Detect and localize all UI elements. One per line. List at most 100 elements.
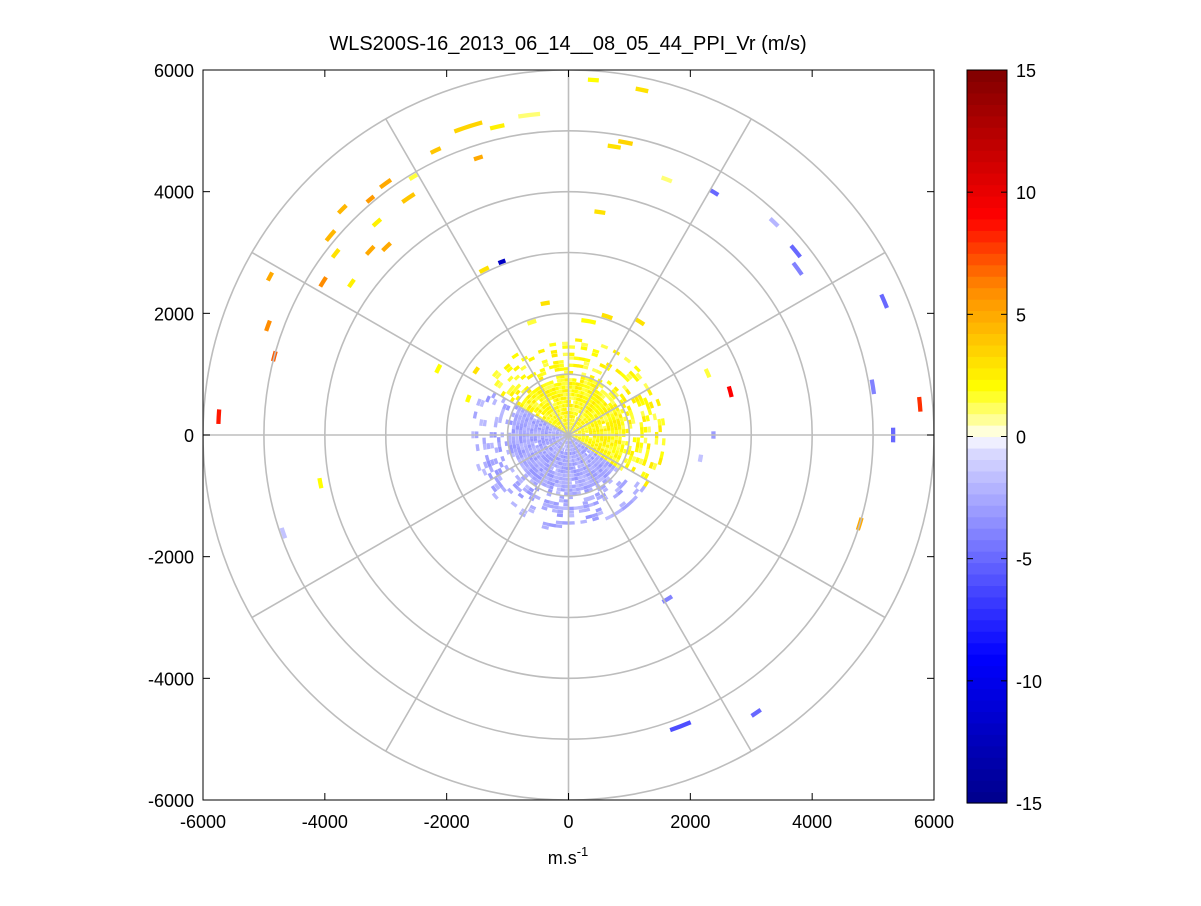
near-field-cell bbox=[618, 429, 622, 433]
colorbar-tick-label: 15 bbox=[1016, 61, 1036, 81]
colorbar-swatch bbox=[967, 116, 1007, 128]
near-field-cell bbox=[558, 386, 562, 390]
near-field-cell bbox=[562, 521, 569, 525]
colorbar-swatch bbox=[967, 792, 1007, 804]
near-field-cell bbox=[572, 378, 576, 382]
near-field-cell bbox=[523, 430, 527, 433]
near-field-cell bbox=[557, 382, 561, 386]
near-field-cell bbox=[497, 437, 501, 442]
y-tick-label: -6000 bbox=[148, 791, 194, 811]
colorbar-swatch bbox=[967, 528, 1007, 540]
colorbar-swatch bbox=[967, 322, 1007, 334]
colorbar-swatch bbox=[967, 459, 1007, 471]
colorbar-swatch bbox=[967, 757, 1007, 769]
near-field-cell bbox=[515, 437, 519, 441]
near-field-cell bbox=[571, 477, 575, 481]
colorbar-swatch bbox=[967, 482, 1007, 494]
colorbar-swatch bbox=[967, 299, 1007, 311]
colorbar-swatch bbox=[967, 677, 1007, 689]
colorbar-swatch bbox=[967, 242, 1007, 254]
near-field-cell bbox=[647, 426, 651, 432]
colorbar-swatch bbox=[967, 608, 1007, 620]
colorbar-swatch bbox=[967, 517, 1007, 529]
colorbar-swatch bbox=[967, 700, 1007, 712]
near-field-cell bbox=[600, 431, 604, 434]
near-field-cell bbox=[572, 488, 576, 492]
near-field-cell bbox=[610, 427, 614, 431]
near-field-cell bbox=[596, 432, 599, 434]
colorbar-tick-label: -5 bbox=[1016, 550, 1032, 570]
near-field-cell bbox=[593, 432, 596, 434]
colorbar-swatch bbox=[967, 379, 1007, 391]
near-field-cell bbox=[560, 488, 564, 492]
near-field-cell bbox=[615, 437, 619, 441]
colorbar-swatch bbox=[967, 585, 1007, 597]
colorbar-swatch bbox=[967, 780, 1007, 792]
near-field-cell bbox=[512, 437, 516, 441]
near-field-cell bbox=[621, 425, 625, 429]
near-field-cell bbox=[557, 379, 562, 383]
near-field-cell bbox=[533, 436, 537, 439]
near-field-cell bbox=[561, 382, 565, 386]
x-axis-label-exponent: -1 bbox=[577, 844, 589, 859]
colorbar-swatch bbox=[967, 414, 1007, 426]
near-field-cell bbox=[526, 439, 530, 442]
near-field-cell bbox=[556, 487, 561, 491]
near-field-cell bbox=[523, 436, 527, 439]
x-tick-label: -6000 bbox=[180, 812, 226, 832]
near-field-cell bbox=[530, 436, 534, 439]
colorbar-swatch bbox=[967, 93, 1007, 105]
colorbar-tick-label: 10 bbox=[1016, 183, 1036, 203]
y-tick-label: 6000 bbox=[154, 61, 194, 81]
x-tick-label: -2000 bbox=[424, 812, 470, 832]
near-field-cell bbox=[519, 440, 523, 444]
near-field-cell bbox=[574, 356, 580, 360]
near-field-cell bbox=[515, 429, 519, 433]
x-tick-label: 6000 bbox=[914, 812, 954, 832]
near-field-cell bbox=[571, 466, 574, 470]
near-field-cell bbox=[482, 438, 486, 444]
near-field-cell bbox=[558, 506, 564, 510]
colorbar-swatch bbox=[967, 139, 1007, 151]
x-tick-label: 4000 bbox=[792, 812, 832, 832]
colorbar-swatch bbox=[967, 230, 1007, 242]
near-field-cell bbox=[559, 364, 564, 368]
colorbar-swatch bbox=[967, 173, 1007, 185]
near-field-cell bbox=[512, 429, 516, 433]
near-field-cell bbox=[559, 499, 564, 503]
y-tick-label: 0 bbox=[184, 426, 194, 446]
colorbar-swatch bbox=[967, 562, 1007, 574]
near-field-cell bbox=[571, 474, 574, 478]
colorbar-swatch bbox=[967, 162, 1007, 174]
colorbar-swatch bbox=[967, 219, 1007, 231]
near-field-cell bbox=[633, 437, 637, 442]
near-field-cell bbox=[558, 360, 564, 364]
colorbar-swatch bbox=[967, 711, 1007, 723]
y-tick-label: -2000 bbox=[148, 548, 194, 568]
colorbar-swatch bbox=[967, 643, 1007, 655]
colorbar-swatch bbox=[967, 288, 1007, 300]
colorbar-swatch bbox=[967, 620, 1007, 632]
data-cell bbox=[588, 78, 599, 83]
near-field-cell bbox=[526, 436, 530, 439]
near-field-cell bbox=[541, 436, 544, 438]
colorbar-swatch bbox=[967, 402, 1007, 414]
near-field-cell bbox=[644, 427, 648, 433]
near-field-cell bbox=[662, 438, 666, 445]
chart-title: WLS200S-16_2013_06_14__08_05_44_PPI_Vr (… bbox=[329, 33, 806, 55]
near-field-cell bbox=[515, 440, 519, 444]
colorbar-swatch bbox=[967, 253, 1007, 265]
colorbar-swatch bbox=[967, 333, 1007, 345]
colorbar-tick-label: -10 bbox=[1016, 672, 1042, 692]
colorbar-swatch bbox=[967, 356, 1007, 368]
colorbar-swatch bbox=[967, 471, 1007, 483]
near-field-cell bbox=[618, 426, 622, 430]
near-field-cell bbox=[561, 481, 565, 485]
colorbar-swatch bbox=[967, 311, 1007, 323]
near-field-cell bbox=[607, 436, 611, 439]
colorbar-swatch bbox=[967, 196, 1007, 208]
colorbar-tick-label: 0 bbox=[1016, 428, 1026, 448]
